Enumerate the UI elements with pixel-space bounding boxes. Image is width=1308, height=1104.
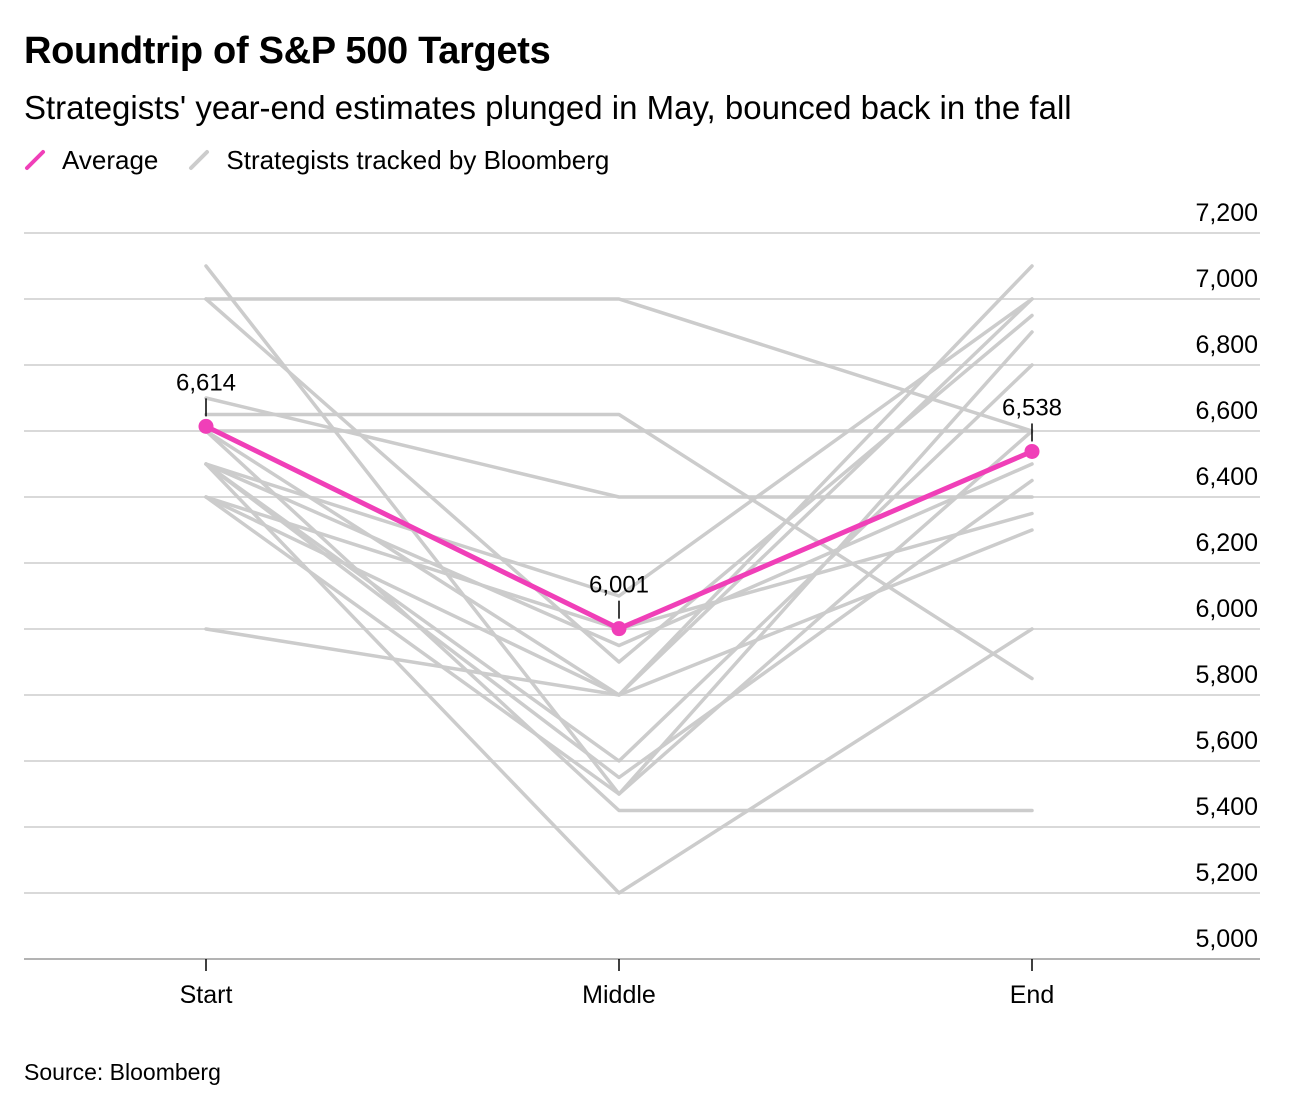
strategist-line (204, 264, 1034, 697)
legend: Average Strategists tracked by Bloomberg (24, 143, 639, 177)
source-note: Source: Bloomberg (24, 1059, 221, 1085)
y-tick-label: 6,600 (1195, 397, 1258, 425)
strategist-line (204, 264, 1034, 796)
legend-item-strategists: Strategists tracked by Bloomberg (188, 145, 609, 176)
strategist-line (204, 297, 1034, 433)
legend-swatch-strategists (189, 150, 210, 170)
chart-title: Roundtrip of S&P 500 Targets (24, 30, 551, 72)
y-tick-label: 5,200 (1195, 859, 1258, 887)
x-tick-label: End (1010, 981, 1054, 1009)
y-tick-label: 6,200 (1195, 529, 1258, 557)
legend-swatch-average (25, 150, 45, 170)
average-point (611, 621, 627, 637)
y-tick-label: 5,400 (1195, 793, 1258, 821)
strategist-line (204, 462, 1034, 895)
average-series: 6,614 6,001 6,538 (176, 369, 1062, 637)
chart-subtitle: Strategists' year-end estimates plunged … (24, 89, 1072, 126)
y-tick-label: 5,000 (1195, 925, 1258, 953)
y-tick-label: 6,400 (1195, 463, 1258, 491)
average-value-label: 6,614 (176, 369, 236, 396)
x-axis: Start Middle End (180, 959, 1054, 1009)
y-axis-labels: 5,000 5,200 5,400 5,600 5,800 6,000 6,200 6,400… (1195, 199, 1258, 953)
average-point (1024, 443, 1040, 459)
y-tick-label: 5,600 (1195, 727, 1258, 755)
strategist-line (204, 462, 1034, 780)
legend-label-average: Average (62, 144, 159, 175)
legend-item-average: Average (24, 145, 158, 176)
average-value-label: 6,001 (589, 572, 649, 599)
average-value-label: 6,538 (1002, 394, 1062, 421)
strategist-lines (204, 264, 1034, 895)
strategist-line (204, 429, 1034, 813)
legend-label-strategists: Strategists tracked by Bloomberg (226, 144, 610, 175)
strategist-line (204, 412, 1034, 681)
y-tick-label: 6,800 (1195, 331, 1258, 359)
x-tick-label: Middle (582, 981, 656, 1009)
y-tick-label: 6,000 (1195, 595, 1258, 623)
strategist-line (204, 297, 1034, 598)
y-tick-label: 7,200 (1195, 199, 1258, 227)
y-tick-label: 5,800 (1195, 661, 1258, 689)
average-point (198, 418, 214, 434)
strategist-line (204, 330, 1034, 796)
x-tick-label: Start (180, 981, 233, 1009)
strategist-line (204, 462, 1034, 648)
y-tick-label: 7,000 (1195, 265, 1258, 293)
